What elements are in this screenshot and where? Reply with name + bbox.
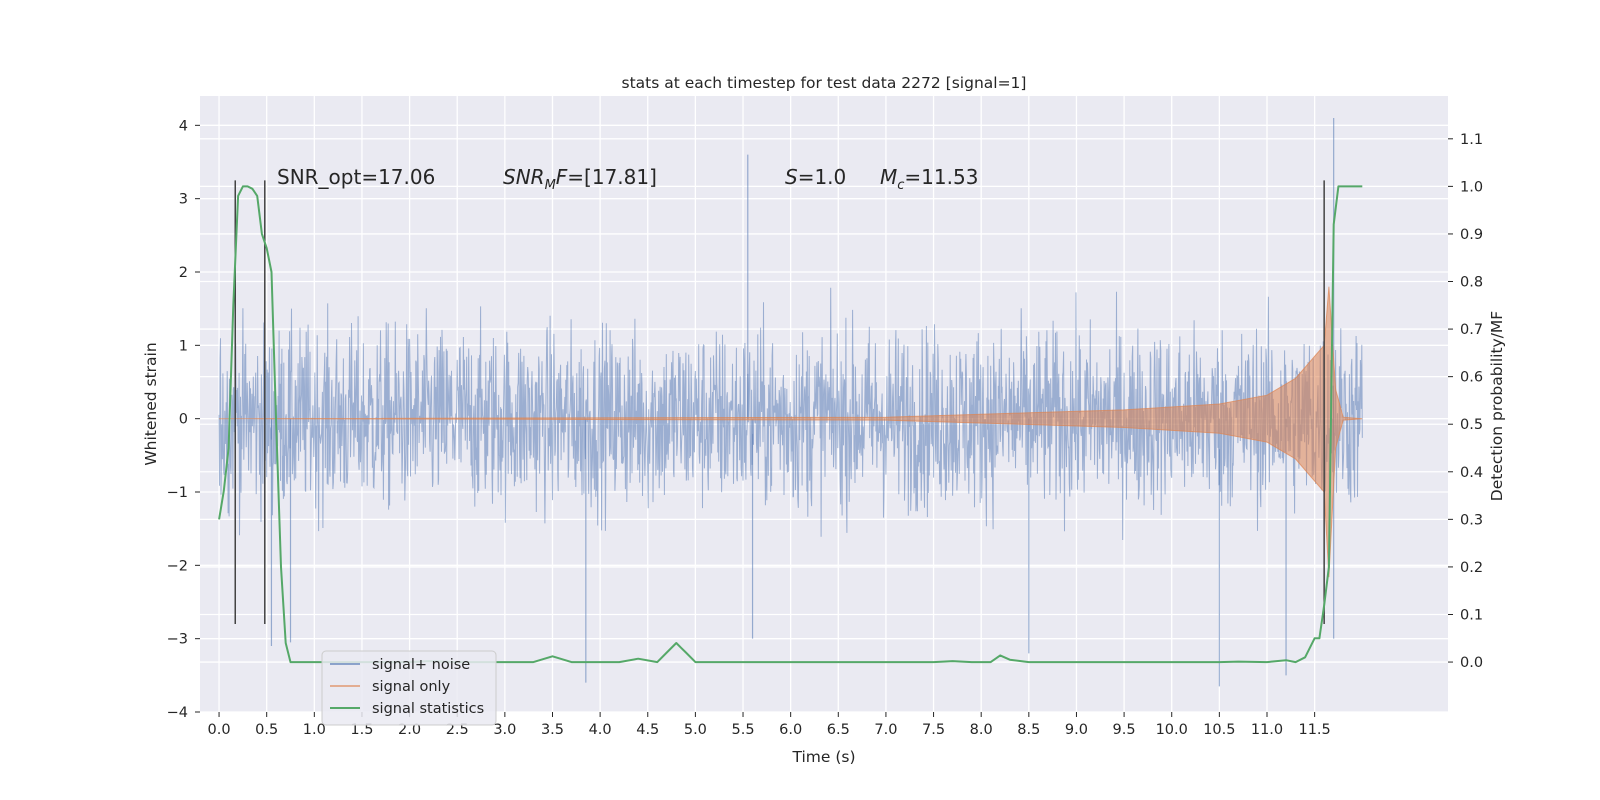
annotation-s: S=1.0 — [785, 165, 846, 189]
x-tick-label: 6.5 — [827, 722, 850, 738]
y-tick-label: 1 — [179, 338, 188, 354]
y-axis-title: Whitened strain — [142, 342, 160, 465]
x-tick-label: 1.5 — [350, 722, 373, 738]
y-right-tick-label: 0.6 — [1460, 370, 1483, 386]
signal-noise-trace — [218, 287, 1363, 541]
legend-label-signal-only: signal only — [372, 679, 451, 695]
annotations: SNR_opt=17.06 SNRMF=[17.81] S=1.0 Mc=11.… — [277, 165, 978, 193]
x-tick-label: 9.0 — [1065, 722, 1088, 738]
x-axis-title: Time (s) — [791, 748, 855, 766]
x-tick-label: 0.0 — [208, 722, 231, 738]
x-tick-label: 3.0 — [493, 722, 516, 738]
legend-box — [321, 650, 497, 726]
y-right-tick-label: 0.9 — [1460, 227, 1483, 243]
y-right-tick-label: 0.1 — [1460, 607, 1483, 623]
y-right-tick-label: 1.1 — [1460, 132, 1483, 148]
y-right-tick-label: 0.7 — [1460, 322, 1483, 338]
annotation-snr-opt: SNR_opt=17.06 — [277, 165, 435, 189]
y-tick-label: 4 — [179, 118, 188, 134]
x-tick-label: 11.0 — [1251, 722, 1283, 738]
y-tick-label: −3 — [167, 632, 188, 648]
annotation-mc: Mc=11.53 — [880, 165, 978, 193]
y-tick-label: 2 — [179, 265, 188, 281]
annotation-snr-mf: SNRMF=[17.81] — [503, 165, 657, 193]
x-tick-label: 8.0 — [970, 722, 993, 738]
y-right-tick-label: 0.4 — [1460, 465, 1483, 481]
series-signal-only — [219, 286, 1363, 578]
grid — [200, 96, 1448, 713]
y-tick-label: −4 — [167, 705, 188, 721]
x-tick-label: 4.0 — [589, 722, 612, 738]
x-tick-label: 4.5 — [636, 722, 659, 738]
axis-ticks: 0.0 0.5 1.0 1.5 2.0 2.5 3.0 3.5 4.0 4.5 5.0 5.5 6.0 6… — [167, 118, 1483, 738]
x-tick-label: 2.0 — [398, 722, 421, 738]
y-right-tick-label: 0.8 — [1460, 275, 1483, 291]
legend-label-signal-noise: signal+ noise — [372, 657, 470, 673]
y-tick-label: −2 — [167, 558, 188, 574]
x-tick-label: 5.5 — [731, 722, 754, 738]
x-tick-label: 3.5 — [541, 722, 564, 738]
x-tick-label: 2.5 — [446, 722, 469, 738]
x-tick-label: 10.0 — [1156, 722, 1188, 738]
y-tick-label: 0 — [179, 412, 188, 428]
y-right-tick-label: 0.3 — [1460, 512, 1483, 528]
x-tick-label: 7.0 — [874, 722, 897, 738]
legend: signal+ noise signal only signal statist… — [321, 650, 497, 726]
x-tick-label: 8.5 — [1017, 722, 1040, 738]
y-axis-right-title: Detection probability/MF — [1488, 311, 1506, 502]
chart-title: stats at each timestep for test data 227… — [622, 74, 1027, 92]
legend-label-signal-statistics: signal statistics — [372, 701, 484, 717]
x-tick-label: 9.5 — [1113, 722, 1136, 738]
x-tick-label: 1.0 — [303, 722, 326, 738]
x-tick-label: 11.5 — [1298, 722, 1330, 738]
signal-statistics-trace — [218, 185, 1363, 664]
y-tick-label: −1 — [167, 485, 188, 501]
y-right-tick-label: 0.5 — [1460, 417, 1483, 433]
x-tick-label: 6.0 — [779, 722, 802, 738]
x-tick-label: 0.5 — [255, 722, 278, 738]
y-tick-label: 3 — [179, 192, 188, 208]
series-signal-statistics — [218, 185, 1363, 664]
signal-only-trace — [219, 286, 1363, 578]
x-tick-label: 7.5 — [922, 722, 945, 738]
y-right-tick-label: 1.0 — [1460, 179, 1483, 195]
x-tick-label: 10.5 — [1203, 722, 1235, 738]
y-right-tick-label: 0.2 — [1460, 560, 1483, 576]
y-right-tick-label: 0.0 — [1460, 655, 1483, 671]
x-tick-label: 5.0 — [684, 722, 707, 738]
